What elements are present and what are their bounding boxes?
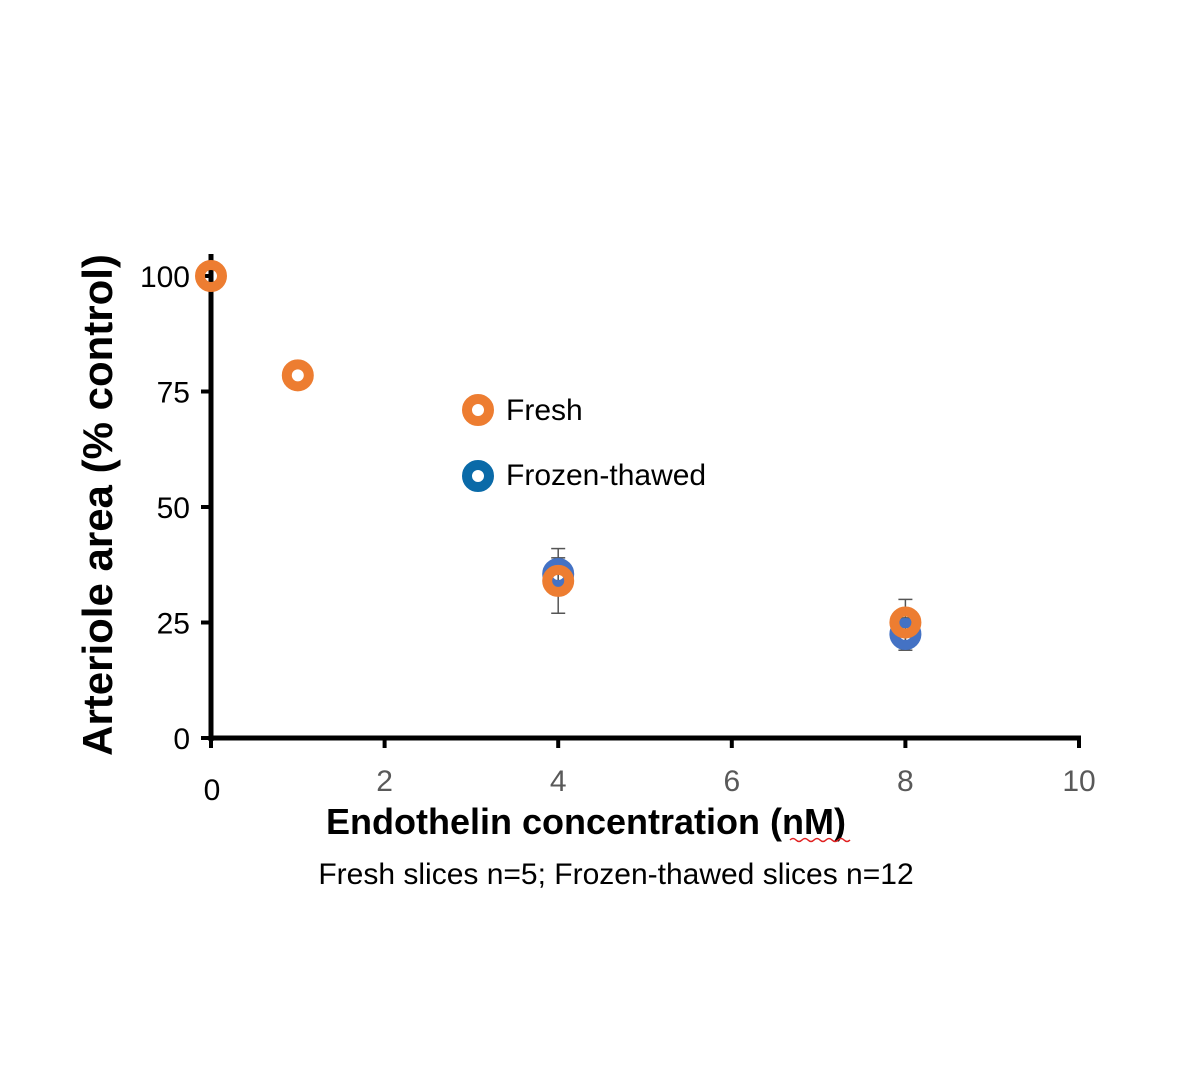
x-tick-label: 2: [376, 765, 393, 798]
x-tick-label: 10: [1062, 765, 1095, 798]
y-axis-ticks: 0 25 50 75 100: [140, 261, 211, 756]
legend-item-fresh: Fresh: [462, 394, 583, 427]
legend: Fresh Frozen-thawed: [462, 394, 706, 492]
point-fresh: [195, 260, 227, 292]
x-tick-label: 0: [204, 774, 221, 807]
point-fresh: [281, 359, 314, 392]
x-tick-label: 6: [723, 765, 740, 798]
legend-item-frozen-thawed: Frozen-thawed: [462, 459, 706, 492]
legend-label-fresh: Fresh: [506, 394, 583, 427]
legend-marker-frozen-thawed: [462, 460, 494, 492]
legend-marker-fresh: [462, 394, 494, 426]
y-tick-label: 100: [140, 261, 190, 294]
x-tick-label: 4: [550, 765, 567, 798]
y-tick-label: 25: [157, 608, 190, 641]
x-axis-ticks: 0 2 4 6 8 10: [204, 738, 1096, 807]
y-axis-title: Arteriole area (% control): [74, 254, 121, 756]
sample-size-note: Fresh slices n=5; Frozen-thawed slices n…: [318, 858, 913, 891]
point-fresh: [889, 606, 922, 639]
error-bars: [551, 547, 913, 651]
y-tick-label: 75: [157, 377, 190, 410]
point-fresh: [542, 564, 575, 597]
y-tick-label: 0: [173, 723, 190, 756]
legend-label-frozen-thawed: Frozen-thawed: [506, 459, 706, 492]
x-tick-label: 8: [897, 765, 914, 798]
spellcheck-underline: [789, 837, 851, 843]
y-tick-label: 50: [157, 492, 190, 525]
data-points: [195, 260, 922, 651]
x-axis-title: Endothelin concentration (nM): [326, 801, 846, 842]
